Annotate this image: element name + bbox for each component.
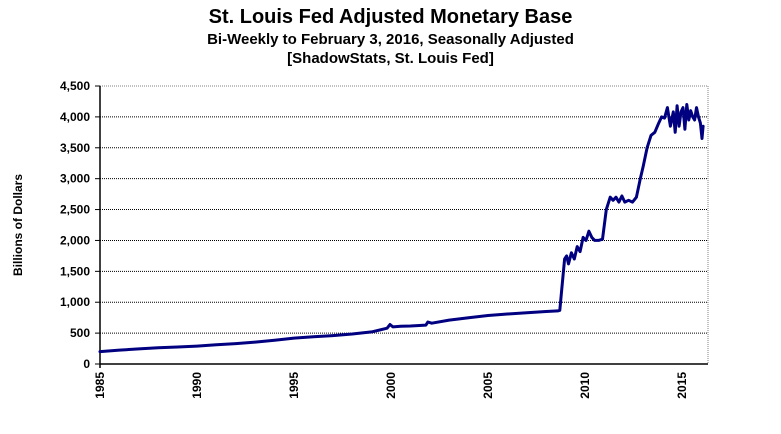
plot-frame [99,85,709,365]
x-tick-label: 1985 [93,372,107,399]
series-line [98,103,705,354]
y-tick-label: 3,500 [60,141,90,155]
gridlines [100,85,708,334]
x-tick-label: 2000 [384,372,398,399]
y-tick-label: 4,000 [60,110,90,124]
x-tick-label: 2010 [578,372,592,399]
x-tick-label: 2005 [481,372,495,399]
y-axis: 0 500 1,000 1,500 2,000 2,500 3,000 3,500 4,000 4… [60,79,101,371]
chart-title: St. Louis Fed Adjusted Monetary Base [208,6,573,28]
x-tick-label: 2015 [675,372,689,399]
y-tick-label: 500 [70,326,90,340]
y-tick-label: 4,500 [60,79,90,93]
chart-source: [ShadowStats, St. Louis Fed] [287,50,494,67]
y-tick-label: 0 [83,357,90,371]
x-tick-label: 1990 [190,372,204,399]
y-tick-label: 1,500 [60,264,90,278]
x-axis: 1985 1990 1995 2000 2005 2010 2015 [93,363,708,399]
chart-subtitle: Bi-Weekly to February 3, 2016, Seasonall… [207,31,574,48]
x-tick-label: 1995 [287,372,301,399]
y-axis-title: Billions of Dollars [11,174,25,276]
y-tick-label: 1,000 [60,295,90,309]
y-tick-label: 2,500 [60,203,90,217]
y-tick-label: 2,000 [60,233,90,247]
y-tick-label: 3,000 [60,172,90,186]
